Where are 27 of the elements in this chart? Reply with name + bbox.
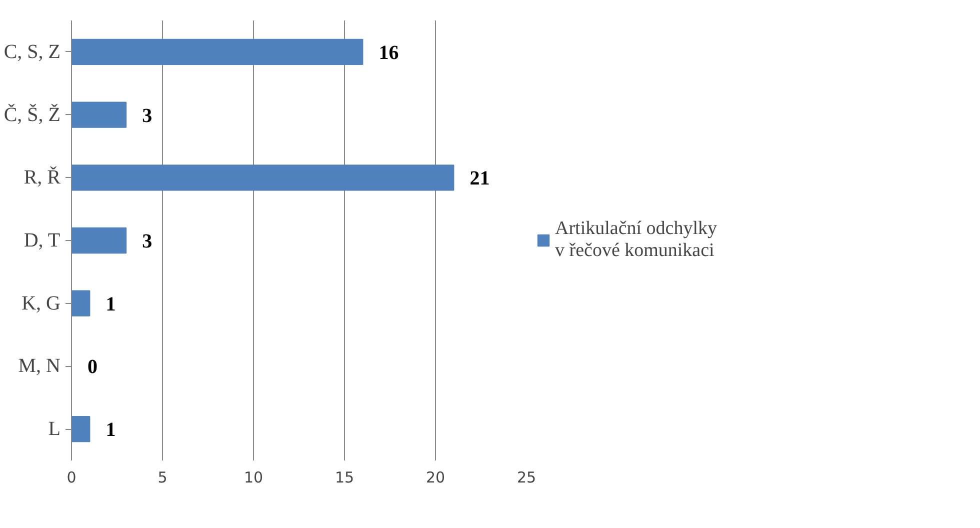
- data-label: 0: [88, 356, 98, 378]
- x-tick-label: 10: [244, 468, 264, 486]
- x-tick-label: 25: [516, 468, 536, 486]
- x-tick-label: 20: [426, 468, 446, 486]
- data-label: 1: [106, 293, 116, 316]
- bar: [72, 416, 90, 442]
- x-tick-label: 15: [334, 468, 354, 486]
- bar: [72, 164, 454, 191]
- data-label: 3: [142, 230, 152, 252]
- y-tick-label: L: [48, 418, 60, 440]
- bar: [72, 102, 127, 128]
- y-tick-label: R, Ř: [24, 166, 62, 189]
- y-tick-label: D, T: [24, 230, 60, 252]
- data-label: 3: [142, 104, 152, 127]
- y-tick-label: K, G: [22, 292, 61, 314]
- y-tick-label: Č, Š, Ž: [4, 102, 61, 126]
- y-tick-label: C, S, Z: [4, 40, 61, 63]
- bar: [72, 38, 364, 65]
- legend-label: Artikulační odchylky v řečové komunikaci: [555, 218, 717, 262]
- y-tick-label: M, N: [18, 355, 61, 378]
- data-label: 1: [106, 419, 116, 442]
- bar: [72, 227, 127, 254]
- data-label: 16: [378, 42, 399, 64]
- x-tick-label: 5: [158, 468, 168, 486]
- x-tick-label: 0: [66, 468, 76, 486]
- bar: [72, 290, 90, 316]
- data-label: 21: [470, 168, 490, 190]
